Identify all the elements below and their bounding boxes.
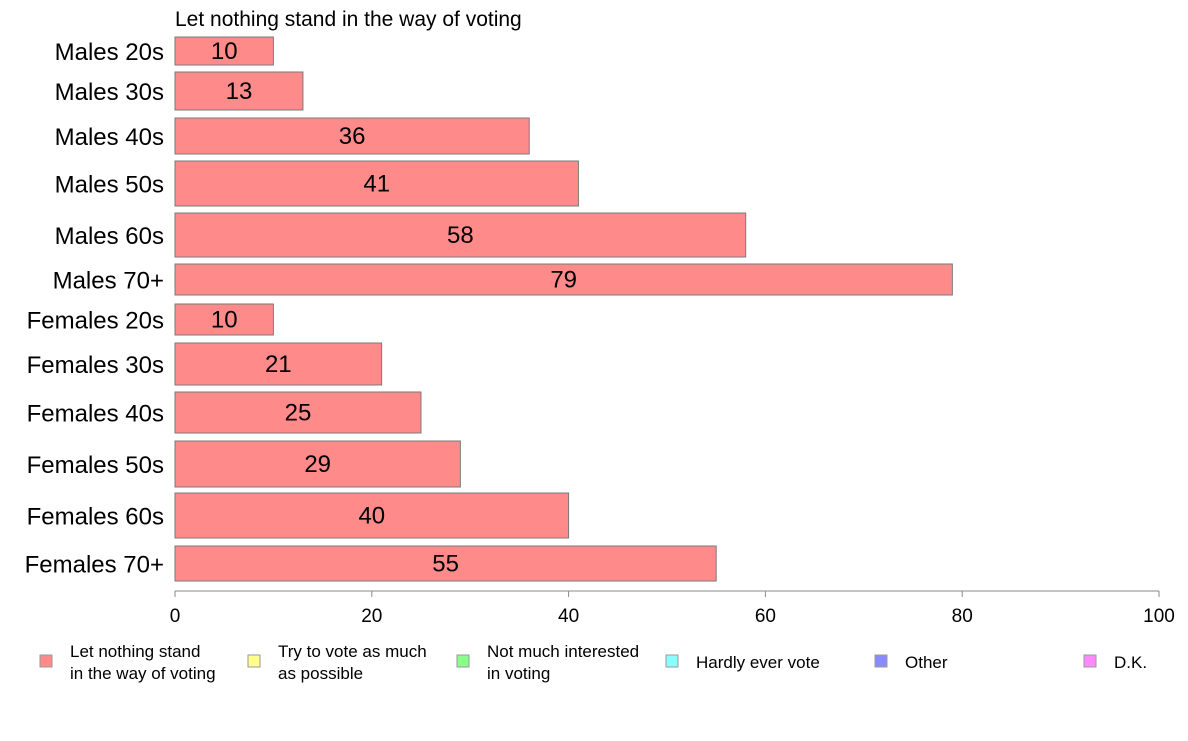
category-label-males-50s: Males 50s: [55, 172, 164, 199]
bar-label-males-50s: 41: [363, 171, 390, 198]
legend-label-1-line-2: in the way of voting: [70, 664, 216, 683]
bar-males-20s: [174, 36, 274, 66]
bar-females-70: [174, 545, 717, 582]
category-labels: Males 20s Males 30s Males 40s Males 50s Male…: [25, 39, 164, 579]
bar-females-40s: [174, 391, 422, 434]
bar-label-females-30s: 21: [265, 351, 292, 378]
category-label-females-60s: Females 60s: [27, 504, 164, 531]
x-tick-label-40: 40: [558, 606, 579, 627]
bar-males-60s: [174, 212, 747, 258]
bar-females-50s: [174, 440, 461, 488]
legend: Let nothing stand in the way of voting Try…: [39, 642, 1147, 683]
bar-males-50s: [174, 160, 579, 207]
legend-swatch-3: [456, 654, 470, 668]
legend-item-3: Not much interested in voting: [456, 642, 639, 683]
category-label-males-30s: Males 30s: [55, 79, 164, 106]
bar-label-females-50s: 29: [304, 451, 331, 478]
x-tick-label-20: 20: [361, 606, 382, 627]
legend-swatch-5: [874, 654, 888, 668]
legend-item-4: Hardly ever vote: [665, 653, 820, 672]
category-label-females-40s: Females 40s: [27, 401, 164, 428]
x-tick-label-0: 0: [170, 606, 181, 627]
category-label-females-30s: Females 30s: [27, 352, 164, 379]
legend-label-4-line-1: Hardly ever vote: [696, 653, 820, 672]
x-tick-label-60: 60: [755, 606, 776, 627]
legend-label-2-line-1: Try to vote as much: [278, 642, 427, 661]
legend-label-3-line-1: Not much interested: [487, 642, 639, 661]
bar-label-males-30s: 13: [226, 78, 253, 105]
legend-swatch-6: [1083, 654, 1097, 668]
bar-males-70: [174, 263, 953, 296]
legend-item-6: D.K.: [1083, 653, 1147, 672]
legend-label-1-line-1: Let nothing stand: [70, 642, 200, 661]
bar-males-30s: [174, 71, 304, 111]
bar-label-females-40s: 25: [285, 400, 312, 427]
legend-item-2: Try to vote as much as possible: [247, 642, 427, 683]
category-label-males-20s: Males 20s: [55, 39, 164, 66]
legend-item-5: Other: [874, 653, 948, 672]
bar-label-males-70: 79: [550, 267, 577, 294]
category-label-males-60s: Males 60s: [55, 223, 164, 250]
category-label-males-70: Males 70+: [53, 268, 164, 295]
category-label-females-50s: Females 50s: [27, 452, 164, 479]
category-label-females-20s: Females 20s: [27, 308, 164, 335]
bar-label-females-20s: 10: [211, 307, 238, 334]
legend-swatch-2: [247, 654, 261, 668]
bar-females-20s: [174, 303, 274, 336]
legend-label-6-line-1: D.K.: [1114, 653, 1147, 672]
panel-title: Let nothing stand in the way of voting: [175, 8, 522, 31]
bar-label-males-20s: 10: [211, 38, 238, 65]
legend-label-2-line-2: as possible: [278, 664, 363, 683]
bar-females-60s: [174, 492, 570, 539]
category-label-males-40s: Males 40s: [55, 124, 164, 151]
bar-label-females-70: 55: [432, 551, 459, 578]
x-tick-label-100: 100: [1143, 606, 1175, 627]
x-axis: 0 20 40 60 80 100: [170, 590, 1175, 627]
bar-label-males-60s: 58: [447, 222, 474, 249]
bar-males-40s: [174, 117, 530, 155]
category-label-females-70: Females 70+: [25, 552, 164, 579]
legend-item-1: Let nothing stand in the way of voting: [39, 642, 216, 683]
legend-label-5-line-1: Other: [905, 653, 948, 672]
legend-label-3-line-2: in voting: [487, 664, 550, 683]
bar-label-females-60s: 40: [358, 503, 385, 530]
bar-label-males-40s: 36: [339, 123, 366, 150]
x-tick-label-80: 80: [952, 606, 973, 627]
legend-swatch-1: [39, 654, 53, 668]
bars-layer: 10 13 36 41 58 79 10 21 25 29 40 55: [174, 36, 953, 582]
legend-swatch-4: [665, 654, 679, 668]
bar-females-30s: [174, 342, 383, 386]
